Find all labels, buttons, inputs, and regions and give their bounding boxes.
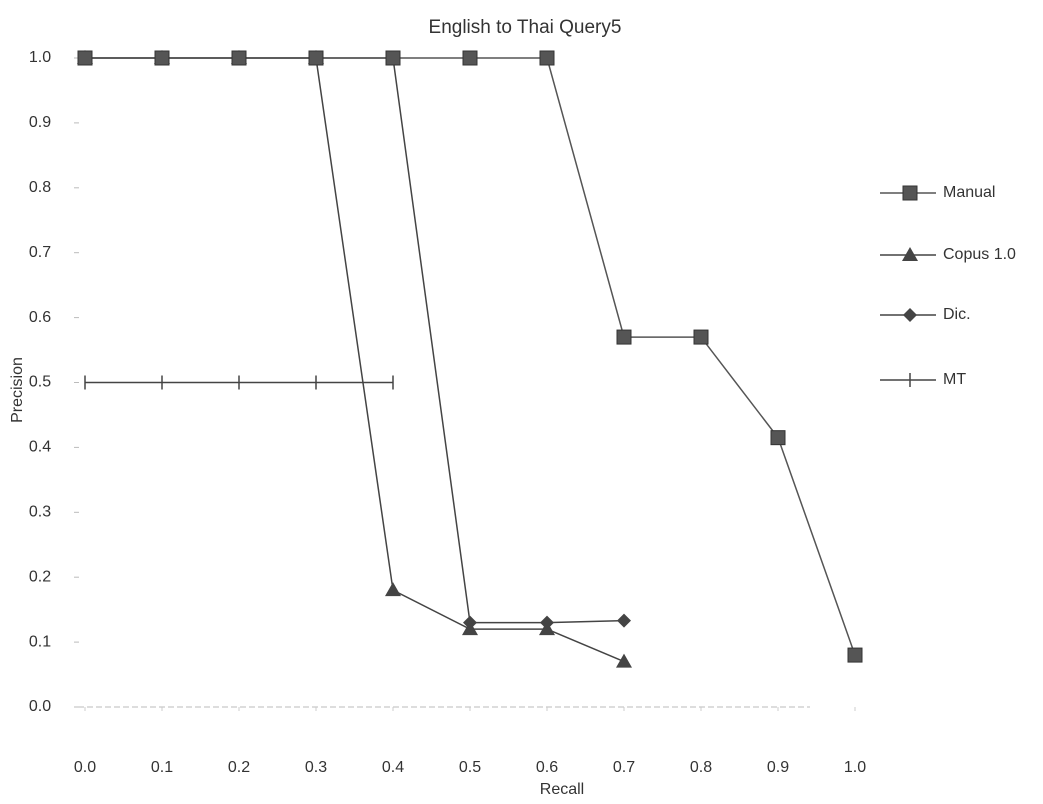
x-tick-label: 0.3 [305, 759, 327, 776]
y-tick-label: 0.6 [29, 309, 51, 326]
data-point [617, 614, 631, 628]
legend-label: Dic. [943, 306, 971, 323]
legend-label: Manual [943, 184, 995, 201]
y-tick-label: 0.5 [29, 374, 51, 391]
y-tick-label: 0.4 [29, 439, 51, 456]
x-tick-label: 0.1 [151, 759, 173, 776]
data-point [309, 51, 323, 65]
y-tick-label: 0.3 [29, 504, 51, 521]
x-tick-label: 0.8 [690, 759, 712, 776]
y-tick-label: 0.0 [29, 698, 51, 715]
y-axis-label: Precision [9, 357, 26, 423]
y-tick-label: 0.1 [29, 633, 51, 650]
data-point [232, 51, 246, 65]
data-point [848, 648, 862, 662]
x-tick-label: 0.4 [382, 759, 404, 776]
x-tick-label: 0.6 [536, 759, 558, 776]
chart-title: English to Thai Query5 [429, 17, 622, 38]
x-tick-label: 0.0 [74, 759, 96, 776]
data-point [771, 431, 785, 445]
series-line [85, 58, 624, 662]
x-tick-label: 0.5 [459, 759, 481, 776]
data-point [617, 330, 631, 344]
x-axis-label: Recall [540, 781, 584, 798]
series-line [85, 58, 624, 623]
data-point [463, 51, 477, 65]
y-tick-label: 0.9 [29, 114, 51, 131]
x-tick-label: 1.0 [844, 759, 866, 776]
x-tick-label: 0.9 [767, 759, 789, 776]
chart: English to Thai Query5 Recall Precision … [0, 0, 1043, 804]
legend-marker [903, 308, 917, 322]
x-tick-label: 0.2 [228, 759, 250, 776]
series-line [85, 58, 855, 655]
data-point [616, 654, 632, 668]
data-point [386, 51, 400, 65]
data-point [694, 330, 708, 344]
x-tick-label: 0.7 [613, 759, 635, 776]
data-point [78, 51, 92, 65]
y-tick-label: 1.0 [29, 49, 51, 66]
data-point [540, 51, 554, 65]
data-point [385, 582, 401, 596]
legend-label: Copus 1.0 [943, 246, 1016, 263]
legend-marker [903, 186, 917, 200]
y-tick-label: 0.8 [29, 179, 51, 196]
legend-label: MT [943, 371, 966, 388]
y-tick-label: 0.7 [29, 244, 51, 261]
y-tick-label: 0.2 [29, 568, 51, 585]
data-point [155, 51, 169, 65]
legend-marker [902, 247, 918, 261]
